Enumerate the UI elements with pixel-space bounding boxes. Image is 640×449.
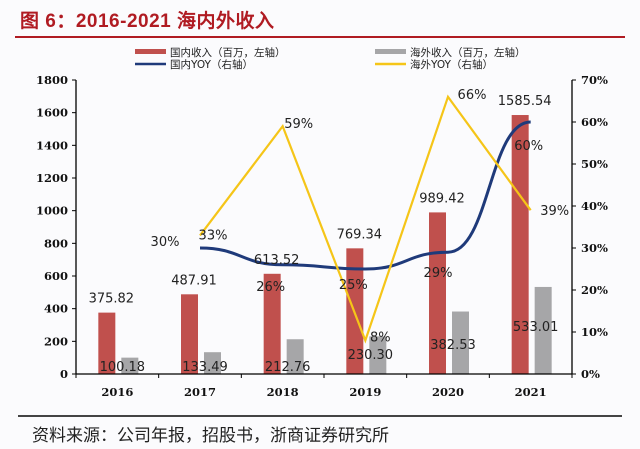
footer-divider bbox=[18, 415, 622, 417]
overseas-revenue-label: 533.01 bbox=[513, 320, 559, 335]
right-tick-label: 60% bbox=[581, 115, 608, 129]
left-tick-label: 1400 bbox=[36, 138, 68, 152]
left-tick-label: 1600 bbox=[36, 106, 68, 120]
domestic-revenue-label: 769.34 bbox=[337, 227, 383, 242]
overseas-revenue-bar bbox=[286, 339, 304, 374]
x-tick-label: 2019 bbox=[349, 385, 381, 399]
legend-label: 国内YOY（右轴） bbox=[170, 58, 253, 71]
domestic-revenue-bar bbox=[511, 115, 529, 374]
x-tick-label: 2018 bbox=[267, 385, 299, 399]
overseas-yoy-label: 59% bbox=[284, 117, 313, 132]
lines bbox=[199, 94, 532, 344]
right-tick-label: 10% bbox=[581, 325, 608, 339]
overseas-revenue-label: 382.53 bbox=[430, 338, 476, 353]
overseas-revenue-bar bbox=[369, 336, 387, 374]
x-tick-label: 2017 bbox=[184, 385, 216, 399]
domestic-yoy-label: 60% bbox=[514, 139, 543, 154]
chart-title: 图 6：2016-2021 海内外收入 bbox=[20, 11, 275, 32]
overseas-revenue-bar bbox=[534, 286, 552, 374]
legend-label: 海外YOY（右轴） bbox=[410, 58, 493, 71]
left-tick-label: 600 bbox=[44, 269, 68, 283]
domestic-yoy-label: 25% bbox=[339, 278, 368, 293]
domestic-revenue-label: 487.91 bbox=[171, 273, 217, 288]
domestic-yoy-label: 26% bbox=[256, 280, 285, 295]
right-tick-label: 50% bbox=[581, 157, 608, 171]
data-labels: 375.82 487.91 613.52 769.34 989.42 1585.54 100… bbox=[89, 88, 570, 375]
right-tick-label: 40% bbox=[581, 199, 608, 213]
domestic-yoy-line bbox=[199, 120, 531, 271]
left-tick-label: 1000 bbox=[36, 204, 68, 218]
left-tick-label: 1200 bbox=[36, 171, 68, 185]
right-tick-label: 20% bbox=[581, 283, 608, 297]
overseas-yoy-line bbox=[199, 94, 532, 344]
left-tick-label: 1800 bbox=[36, 73, 68, 87]
overseas-yoy-label: 8% bbox=[370, 330, 391, 345]
right-tick-label: 30% bbox=[581, 241, 608, 255]
legend-swatch bbox=[135, 49, 166, 54]
legend-swatch bbox=[375, 49, 406, 54]
legend: 国内收入（百万，左轴） 海外收入（百万，左轴） 国内YOY（右轴） 海外YOY（右轴） bbox=[135, 46, 526, 71]
domestic-revenue-label: 1585.54 bbox=[498, 94, 552, 109]
domestic-revenue-label: 989.42 bbox=[419, 191, 465, 206]
domestic-revenue-bar bbox=[98, 312, 116, 374]
x-tick-label: 2021 bbox=[515, 385, 547, 399]
overseas-revenue-bar bbox=[204, 352, 221, 374]
axes: 0 200 400 600 800 1000 1200 1400 1600 1800 0% 10% 20… bbox=[36, 73, 608, 399]
overseas-revenue-bar bbox=[121, 357, 139, 374]
domestic-revenue-label: 613.52 bbox=[254, 253, 300, 268]
overseas-yoy-label: 33% bbox=[199, 228, 228, 243]
domestic-revenue-bar bbox=[181, 294, 198, 374]
domestic-revenue-bar bbox=[263, 273, 281, 374]
overseas-revenue-label: 212.76 bbox=[265, 360, 311, 375]
source-note: 资料来源：公司年报，招股书，浙商证券研究所 bbox=[32, 426, 389, 446]
domestic-yoy-label: 30% bbox=[151, 235, 180, 250]
legend-label: 国内收入（百万，左轴） bbox=[170, 46, 286, 59]
overseas-yoy-label: 66% bbox=[458, 88, 487, 103]
domestic-yoy-label: 29% bbox=[424, 266, 453, 281]
left-tick-label: 800 bbox=[44, 236, 68, 250]
x-tick-label: 2016 bbox=[101, 385, 133, 399]
title-underline bbox=[15, 36, 625, 38]
overseas-yoy-label: 39% bbox=[540, 204, 569, 219]
domestic-revenue-label: 375.82 bbox=[89, 292, 135, 307]
overseas-revenue-label: 230.30 bbox=[348, 348, 394, 363]
left-tick-label: 400 bbox=[44, 302, 68, 316]
right-tick-label: 0% bbox=[581, 367, 600, 381]
overseas-revenue-label: 100.18 bbox=[100, 360, 146, 375]
left-tick-label: 0 bbox=[60, 367, 68, 381]
x-tick-label: 2020 bbox=[432, 385, 464, 399]
left-tick-label: 200 bbox=[44, 334, 68, 348]
overseas-revenue-label: 133.49 bbox=[182, 360, 228, 375]
legend-label: 海外收入（百万，左轴） bbox=[410, 46, 526, 59]
right-tick-label: 70% bbox=[581, 73, 608, 87]
overseas-revenue-bar bbox=[452, 311, 469, 374]
